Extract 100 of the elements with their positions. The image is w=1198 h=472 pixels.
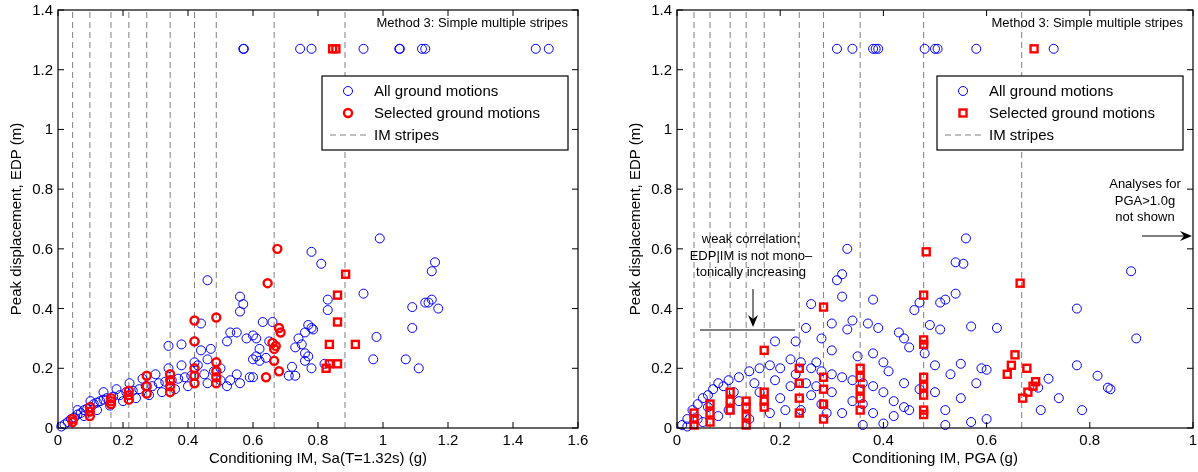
y-tick-label: 1 — [44, 120, 53, 138]
point — [741, 420, 751, 430]
point — [818, 302, 829, 312]
y-axis-title: Peak displacement, EDP (m) — [626, 122, 643, 316]
point — [918, 409, 929, 420]
legend-label: IM stripes — [989, 126, 1055, 143]
y-tick-label: 0.2 — [651, 359, 672, 377]
x-tick-label: 1 — [1188, 431, 1198, 448]
legend-label: All ground motions — [374, 82, 499, 99]
point — [725, 387, 735, 397]
point — [689, 420, 699, 430]
point — [855, 363, 865, 373]
point — [211, 372, 222, 383]
y-tick-label: 0.8 — [651, 180, 672, 198]
point — [189, 315, 200, 326]
x-tick-label: 0.8 — [307, 431, 329, 448]
point — [759, 396, 769, 406]
point — [262, 277, 273, 289]
y-tick-label: 0.6 — [32, 239, 53, 257]
legend-label: IM stripes — [374, 126, 440, 143]
annotation: Method 3: Simple multiple stripes — [991, 15, 1184, 30]
x-tick-label: 0.2 — [112, 431, 134, 448]
y-tick-label: 0 — [663, 419, 672, 436]
y-axis-title: Peak displacement, EDP (m) — [7, 122, 24, 316]
x-tick-label: 0.8 — [1079, 431, 1101, 448]
point — [1030, 377, 1041, 387]
point — [1022, 363, 1032, 373]
y-tick-label: 1.2 — [32, 60, 53, 78]
point — [759, 345, 769, 356]
annotation: Analyses for PGA>1.0g not shown — [1109, 176, 1182, 224]
point — [855, 393, 865, 403]
legend-label: All ground motions — [989, 82, 1114, 99]
point — [164, 381, 176, 392]
x-tick-label: 0.6 — [976, 431, 998, 448]
point — [794, 363, 804, 373]
point — [272, 243, 283, 255]
point — [324, 359, 335, 369]
point — [741, 402, 751, 412]
x-tick-label: 0.6 — [242, 431, 264, 448]
point — [918, 405, 929, 415]
x-tick-label: 0.4 — [872, 431, 894, 448]
y-tick-label: 0.4 — [651, 299, 672, 317]
point — [1028, 381, 1038, 391]
point — [918, 381, 929, 391]
point — [705, 417, 715, 427]
point — [350, 339, 361, 350]
x-tick-label: 1.4 — [502, 431, 524, 448]
point — [260, 372, 272, 383]
point — [794, 393, 804, 403]
point — [268, 355, 280, 367]
point — [818, 414, 829, 424]
point — [141, 370, 152, 381]
legend-label: Selected ground motions — [374, 104, 540, 121]
point — [741, 396, 751, 406]
point — [705, 408, 715, 418]
point — [741, 411, 751, 421]
annotation: Method 3: Simple multiple stripes — [376, 15, 569, 30]
point — [1002, 369, 1012, 379]
point — [759, 402, 769, 412]
x-tick-label: 1 — [378, 431, 388, 448]
y-tick-label: 0.6 — [651, 239, 672, 257]
point — [327, 44, 338, 54]
point — [84, 410, 96, 422]
point — [273, 322, 285, 334]
point — [725, 396, 735, 406]
point — [211, 378, 222, 389]
point — [918, 390, 929, 400]
point — [921, 247, 931, 257]
y-tick-label: 1.2 — [651, 60, 672, 78]
point — [705, 399, 715, 409]
point — [918, 335, 929, 345]
y-tick-label: 1.4 — [32, 1, 53, 18]
y-tick-label: 0.4 — [32, 299, 53, 317]
point — [918, 372, 929, 382]
y-tick-label: 0.8 — [32, 180, 53, 198]
point — [818, 384, 829, 394]
point — [332, 359, 343, 369]
point — [918, 339, 929, 350]
point — [273, 366, 285, 377]
point — [324, 339, 335, 350]
point — [1018, 393, 1028, 403]
point — [855, 384, 865, 394]
point — [794, 378, 804, 388]
point — [1006, 360, 1017, 370]
point — [818, 372, 829, 382]
point — [1015, 278, 1025, 288]
point — [1010, 350, 1020, 360]
point — [759, 387, 769, 397]
point — [918, 290, 929, 300]
point — [1029, 44, 1039, 54]
point — [164, 369, 176, 380]
point — [123, 394, 135, 405]
point — [340, 269, 351, 279]
point — [321, 363, 331, 373]
x-axis-title: Conditioning IM, PGA (g) — [852, 449, 1018, 466]
annotation: weak correlation; EDP|IM is not mono– tonically increasing — [689, 231, 814, 279]
x-tick-label: 1.6 — [567, 431, 589, 448]
x-tick-label: 1.2 — [437, 431, 459, 448]
point — [211, 312, 222, 323]
point — [332, 317, 343, 327]
